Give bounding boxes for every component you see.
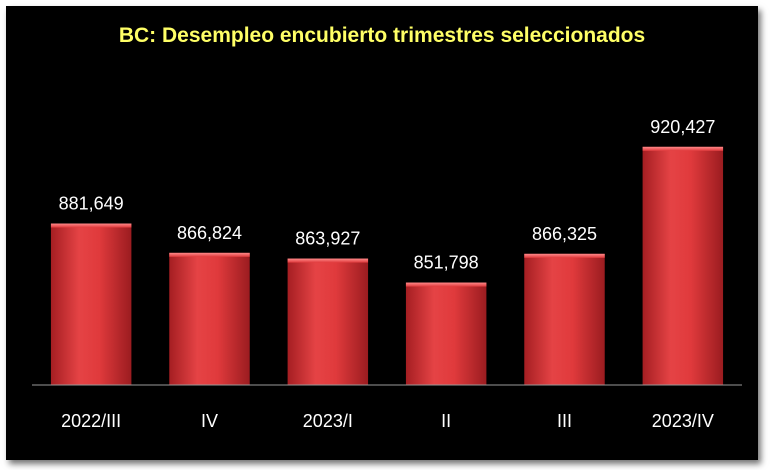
chart-frame: BC: Desempleo encubierto trimestres sele… bbox=[6, 6, 758, 460]
bar-rect-1 bbox=[50, 223, 132, 385]
x-tick-label-3: 2023/I bbox=[303, 411, 353, 431]
data-label-4: 851,798 bbox=[414, 253, 479, 273]
data-label-1: 881,649 bbox=[59, 194, 124, 214]
x-tick-label-6: 2023/IV bbox=[652, 411, 714, 431]
bar-chart: 881,649 2022/III 866,824 IV 863,927 2023/I 851… bbox=[32, 117, 742, 431]
bar-2 bbox=[169, 252, 250, 385]
chart-title: BC: Desempleo encubierto trimestres sele… bbox=[118, 24, 646, 47]
data-label-2: 866,824 bbox=[177, 223, 242, 243]
bar-rect-6 bbox=[642, 146, 724, 385]
data-label-5: 866,325 bbox=[532, 224, 597, 244]
x-tick-label-5: III bbox=[557, 411, 572, 431]
bar-3 bbox=[287, 258, 369, 385]
bar-rect-5 bbox=[524, 253, 605, 385]
bar-6 bbox=[642, 146, 724, 385]
bar-highlight-1 bbox=[50, 223, 132, 228]
x-tick-label-1: 2022/III bbox=[61, 411, 121, 431]
bar-highlight-5 bbox=[524, 253, 605, 258]
bar-1 bbox=[50, 223, 132, 385]
data-label-6: 920,427 bbox=[650, 117, 715, 137]
bar-highlight-2 bbox=[169, 252, 250, 257]
bar-4 bbox=[405, 282, 487, 385]
bar-rect-2 bbox=[169, 252, 250, 385]
bar-highlight-4 bbox=[405, 282, 487, 287]
x-tick-label-2: IV bbox=[201, 411, 218, 431]
bar-highlight-6 bbox=[642, 146, 724, 151]
bar-highlight-3 bbox=[287, 258, 369, 263]
data-label-3: 863,927 bbox=[295, 229, 360, 249]
bar-rect-3 bbox=[287, 258, 369, 385]
bar-rect-4 bbox=[405, 282, 487, 385]
x-tick-label-4: II bbox=[441, 411, 451, 431]
bar-5 bbox=[524, 253, 605, 385]
